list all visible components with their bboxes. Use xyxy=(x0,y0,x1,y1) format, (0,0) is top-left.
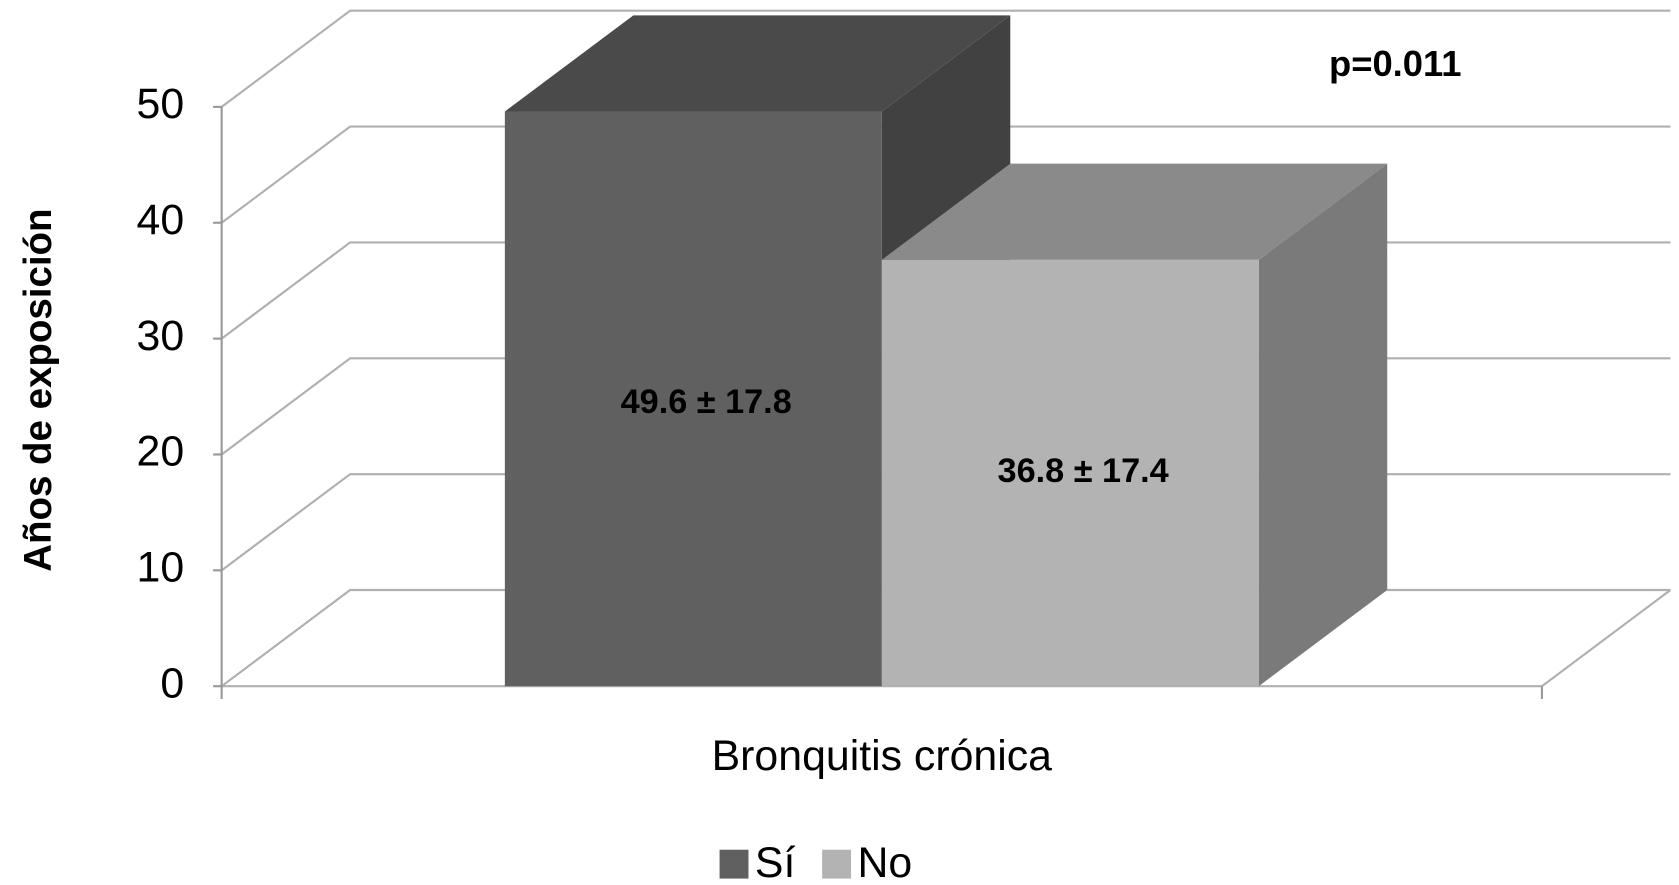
bar xyxy=(504,111,882,687)
bar-top xyxy=(504,15,1011,112)
legend-swatch xyxy=(719,849,749,879)
data-label: 49.6 ± 17.8 xyxy=(621,383,792,421)
bar-top xyxy=(881,163,1388,260)
y-tick-label: 10 xyxy=(137,544,185,592)
grid-line xyxy=(221,9,1671,108)
x-tick-label: Bronquitis crónica xyxy=(712,732,1053,780)
bar xyxy=(881,259,1259,687)
y-tick-label: 0 xyxy=(160,660,184,708)
grid-line xyxy=(221,125,1671,224)
y-tick-label: 50 xyxy=(137,80,185,128)
y-tick-label: 30 xyxy=(137,312,185,360)
legend-swatch xyxy=(822,849,852,879)
bar-side xyxy=(1258,163,1388,687)
y-tick-label: 20 xyxy=(137,428,185,476)
legend-label: Sí xyxy=(755,839,796,885)
y-tick-label: 40 xyxy=(137,196,185,244)
annotation: p=0.011 xyxy=(1329,43,1462,84)
legend-label: No xyxy=(857,839,912,885)
data-label: 36.8 ± 17.4 xyxy=(998,452,1169,490)
y-axis-title: Años de exposición xyxy=(17,208,60,571)
